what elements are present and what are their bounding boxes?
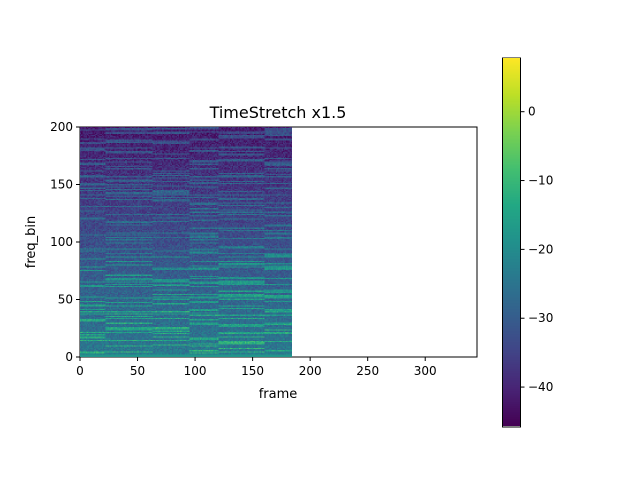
x-axis-label: frame bbox=[259, 387, 298, 402]
y-tick-label: 0 bbox=[65, 350, 73, 364]
y-tick-label: 100 bbox=[50, 235, 73, 249]
x-axis: 0 50 100 150 200 250 300 bbox=[76, 357, 437, 378]
spectrogram-image bbox=[80, 127, 292, 357]
x-tick-label: 100 bbox=[184, 364, 207, 378]
colorbar-tick-label: −30 bbox=[528, 311, 553, 325]
colorbar-tick-label: −10 bbox=[528, 174, 553, 188]
x-tick-label: 50 bbox=[130, 364, 145, 378]
x-tick-label: 300 bbox=[414, 364, 437, 378]
y-tick-label: 200 bbox=[50, 120, 73, 134]
x-tick-label: 200 bbox=[299, 364, 322, 378]
y-axis: 0 50 100 150 200 bbox=[50, 120, 80, 364]
x-tick-label: 250 bbox=[356, 364, 379, 378]
colorbar-gradient bbox=[503, 58, 520, 426]
y-axis-label: freq_bin bbox=[24, 216, 39, 269]
x-tick-label: 0 bbox=[76, 364, 84, 378]
x-tick-label: 150 bbox=[241, 364, 264, 378]
y-tick-label: 50 bbox=[58, 293, 73, 307]
y-tick-label: 150 bbox=[50, 178, 73, 192]
colorbar-tick-label: −20 bbox=[528, 242, 553, 256]
chart-title: TimeStretch x1.5 bbox=[209, 103, 347, 122]
colorbar-tick-label: 0 bbox=[528, 105, 536, 119]
colorbar-tick-label: −40 bbox=[528, 380, 553, 394]
colorbar-axis: 0 −10 −20 −30 −40 bbox=[520, 105, 553, 394]
